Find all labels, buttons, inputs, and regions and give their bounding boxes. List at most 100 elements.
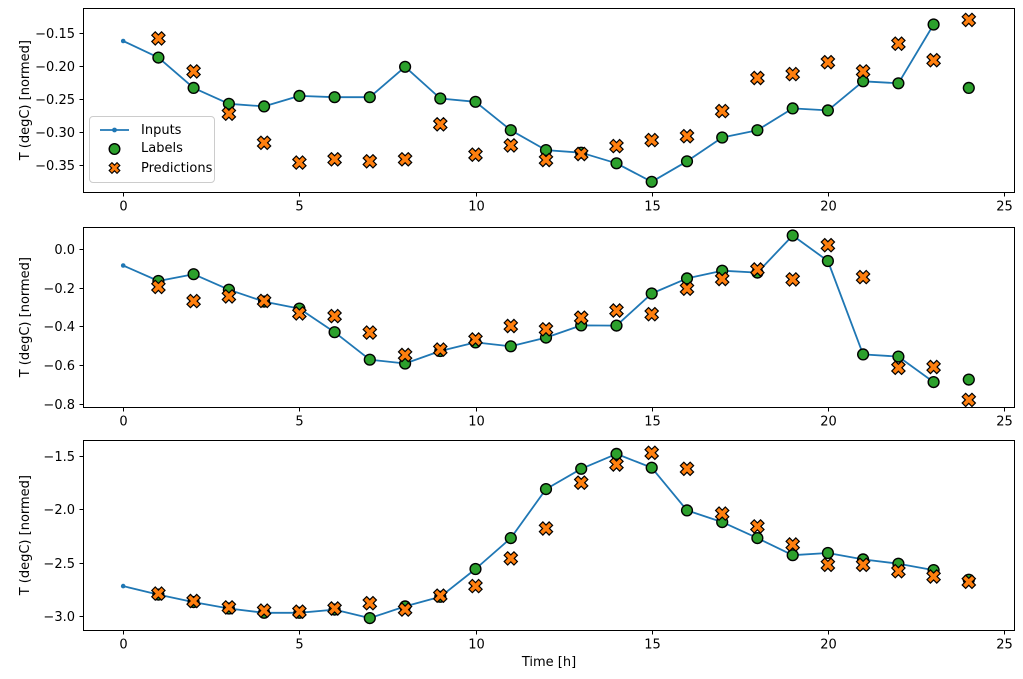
labels-circle-marker bbox=[152, 51, 165, 64]
labels-circle-marker bbox=[434, 92, 447, 105]
labels-circle-marker bbox=[962, 373, 975, 386]
predictions-x-marker bbox=[890, 360, 906, 376]
predictions-x-marker bbox=[855, 63, 871, 79]
predictions-x-marker bbox=[679, 281, 695, 297]
predictions-x-marker bbox=[432, 342, 448, 358]
predictions-x-marker bbox=[573, 310, 589, 326]
labels-circle-marker bbox=[504, 340, 517, 353]
legend: Inputs Labels Predictions bbox=[89, 116, 215, 183]
labels-circle-marker bbox=[187, 268, 200, 281]
predictions-x-marker bbox=[150, 30, 166, 46]
predictions-x-marker bbox=[291, 305, 307, 321]
y-tick-label: −0.2 bbox=[43, 282, 75, 297]
x-tick-label: 25 bbox=[996, 415, 1013, 430]
predictions-x-marker bbox=[503, 550, 519, 566]
subplot-3: 0 5 10 15 20 25 −1.5 −2.0 −2.5 −3.0 bbox=[43, 440, 1015, 653]
labels-circle-marker bbox=[786, 549, 799, 562]
x-tick-label: 5 bbox=[295, 638, 303, 653]
inputs-dot-marker bbox=[120, 583, 126, 589]
legend-label-predictions: Predictions bbox=[141, 160, 213, 176]
predictions-x-marker bbox=[679, 128, 695, 144]
x-tick-label: 5 bbox=[295, 200, 303, 215]
predictions-x-marker bbox=[855, 557, 871, 573]
x-tick-label: 10 bbox=[468, 200, 485, 215]
predictions-x-marker bbox=[785, 271, 801, 287]
labels-circle-marker bbox=[469, 562, 482, 576]
y-tick-label: −0.20 bbox=[35, 60, 75, 75]
x-tick-label: 0 bbox=[119, 415, 127, 430]
x-tick-label: 10 bbox=[468, 638, 485, 653]
labels-circle-marker bbox=[258, 100, 271, 113]
predictions-x-marker bbox=[926, 359, 942, 375]
predictions-x-marker bbox=[749, 262, 765, 277]
predictions-x-marker bbox=[291, 604, 307, 620]
labels-circle-marker bbox=[575, 462, 588, 475]
labels-circle-marker bbox=[645, 287, 658, 300]
labels-circle-marker bbox=[821, 254, 835, 268]
labels-circle-marker bbox=[680, 272, 694, 285]
y-tick-label: −0.25 bbox=[35, 93, 75, 108]
y-tick-label: −0.6 bbox=[43, 359, 75, 374]
predictions-x-marker bbox=[573, 475, 589, 491]
labels-circle-marker bbox=[927, 376, 940, 389]
inputs-line-icon bbox=[100, 127, 129, 133]
predictions-x-icon bbox=[108, 161, 121, 175]
legend-item-inputs: Inputs bbox=[98, 123, 206, 138]
labels-circle-marker bbox=[539, 144, 553, 157]
predictions-x-marker bbox=[291, 155, 307, 171]
y-tick-label: −0.30 bbox=[35, 126, 75, 141]
y-tick-label: −3.0 bbox=[43, 610, 75, 625]
legend-item-labels: Labels bbox=[98, 141, 206, 156]
x-tick-label: 20 bbox=[820, 415, 837, 430]
predictions-x-marker bbox=[397, 347, 413, 363]
predictions-x-marker bbox=[186, 63, 202, 79]
labels-circle-marker bbox=[680, 155, 694, 168]
labels-circle-marker bbox=[680, 504, 694, 517]
x-tick-label: 25 bbox=[996, 200, 1013, 215]
labels-circle-marker bbox=[363, 612, 376, 625]
predictions-x-marker bbox=[820, 54, 836, 70]
axes-frame bbox=[83, 227, 1015, 408]
y-axis-label-subplot-2: T (degC) [normed] bbox=[15, 227, 35, 408]
predictions-x-marker bbox=[820, 557, 836, 573]
inputs-dot-marker bbox=[120, 263, 126, 268]
labels-circle-marker bbox=[610, 157, 623, 170]
labels-circle-marker bbox=[821, 104, 835, 117]
subplot-2: 0 5 10 15 20 25 0.0 −0.2 −0.4 −0.6 −0.8 bbox=[43, 227, 1015, 430]
labels-circle-marker bbox=[645, 175, 658, 188]
predictions-x-marker bbox=[890, 563, 906, 579]
predictions-x-marker bbox=[221, 288, 237, 304]
predictions-x-marker bbox=[186, 293, 202, 309]
y-tick-label: −0.8 bbox=[43, 398, 75, 413]
predictions-x-marker bbox=[538, 152, 554, 168]
y-axis-label-text: T (degC) [normed] bbox=[17, 475, 33, 596]
subplot-1: 0 5 10 15 20 25 −0.15 −0.20 −0.25 −0.30 −0.35 bbox=[35, 8, 1015, 215]
labels-circle-marker bbox=[328, 91, 341, 104]
legend-label-labels: Labels bbox=[141, 141, 183, 157]
inputs-dot-marker bbox=[120, 38, 126, 44]
x-tick-label: 0 bbox=[119, 638, 127, 653]
x-tick-label: 20 bbox=[820, 200, 837, 215]
labels-circle-marker bbox=[293, 89, 306, 103]
y-tick-label: −0.15 bbox=[35, 27, 75, 42]
labels-circle-marker bbox=[927, 18, 940, 31]
labels-circle-marker bbox=[469, 95, 482, 108]
predictions-x-marker bbox=[644, 445, 660, 461]
labels-circle-marker bbox=[751, 124, 764, 137]
labels-circle-marker bbox=[328, 326, 341, 339]
x-tick-label: 15 bbox=[644, 638, 661, 653]
x-tick-label: 15 bbox=[644, 200, 661, 215]
predictions-x-marker bbox=[432, 116, 448, 132]
predictions-x-marker bbox=[362, 325, 378, 341]
labels-circle-marker bbox=[892, 77, 905, 90]
predictions-x-marker bbox=[468, 332, 483, 347]
predictions-x-marker bbox=[714, 506, 730, 522]
labels-circle-marker bbox=[856, 75, 870, 88]
predictions-x-marker bbox=[538, 521, 554, 536]
predictions-x-marker bbox=[397, 151, 413, 167]
labels-circle-marker bbox=[504, 531, 517, 545]
predictions-x-marker bbox=[432, 588, 448, 604]
labels-circle-marker bbox=[716, 131, 729, 144]
